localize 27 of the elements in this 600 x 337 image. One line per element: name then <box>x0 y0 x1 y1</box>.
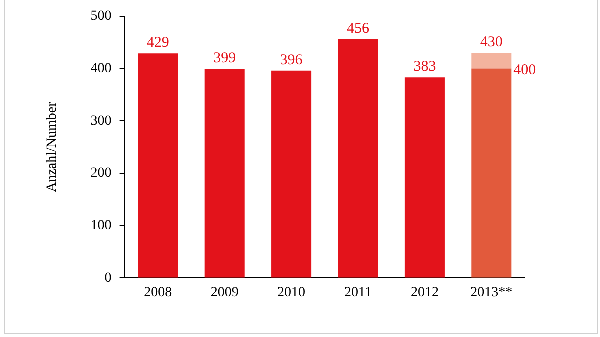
bar <box>272 70 312 278</box>
x-tick-label: 2009 <box>210 285 239 300</box>
x-tick-label: 2012 <box>410 285 439 300</box>
x-tick-label: 2008 <box>144 285 172 300</box>
y-tick-label: 400 <box>90 61 112 76</box>
bar <box>138 54 178 278</box>
y-tick-label: 200 <box>90 166 112 182</box>
data-label: 399 <box>214 50 236 67</box>
bar <box>404 78 445 278</box>
total-label: 430 <box>480 34 503 50</box>
x-tick-label: 2010 <box>278 285 306 300</box>
y-tick-label: 0 <box>104 270 112 286</box>
bar <box>338 39 378 278</box>
data-label: 429 <box>146 35 170 52</box>
bar <box>472 68 512 278</box>
data-label: 400 <box>514 62 536 79</box>
x-tick-label: 2011 <box>344 285 372 300</box>
y-tick-label: 300 <box>90 114 112 129</box>
data-label: 396 <box>280 52 304 68</box>
y-tick-label: 500 <box>90 9 112 24</box>
y-tick-label: 100 <box>90 218 112 234</box>
bar <box>204 69 245 278</box>
bar <box>472 53 512 69</box>
data-label: 383 <box>414 59 436 76</box>
data-label: 456 <box>347 20 370 37</box>
x-tick-label: 2013** <box>470 285 513 300</box>
y-axis-title: Anzahl/Number <box>45 102 60 192</box>
